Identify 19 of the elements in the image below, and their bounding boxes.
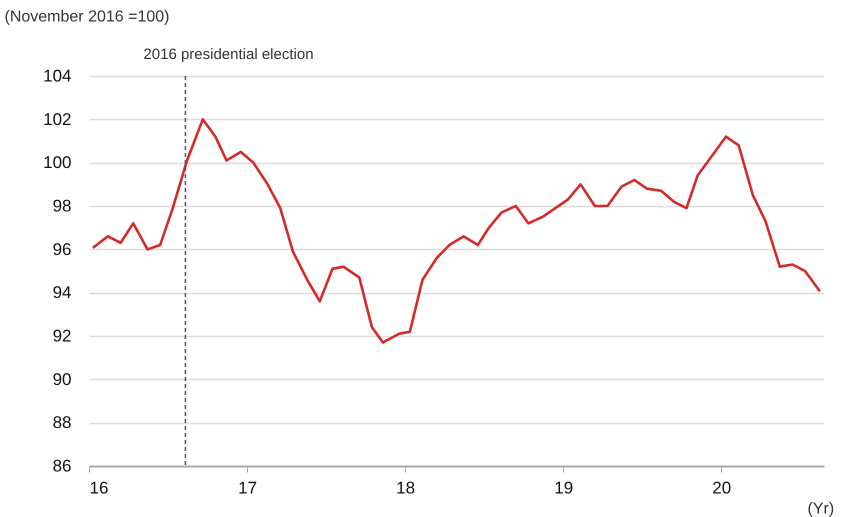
x-tick-label: 19 xyxy=(554,478,574,498)
ref-line-label: 2016 presidential election xyxy=(143,46,314,63)
y-tick-label: 102 xyxy=(43,110,72,129)
y-tick-label: 100 xyxy=(43,153,72,172)
y-tick-label: 94 xyxy=(52,283,72,302)
y-tick-label: 96 xyxy=(52,240,72,259)
x-tick-label: 16 xyxy=(90,478,108,498)
y-tick-label: 98 xyxy=(52,196,72,216)
x-tick-label: 20 xyxy=(712,478,732,498)
x-tick-label: 17 xyxy=(238,478,258,498)
line-series xyxy=(92,118,821,344)
y-tick-label: 92 xyxy=(52,326,72,346)
x-axis-title: (Yr) xyxy=(808,500,834,517)
x-tick-label: 18 xyxy=(396,478,416,498)
y-axis-title: (November 2016 =100) xyxy=(4,8,170,26)
y-tick-label: 104 xyxy=(43,66,72,86)
y-tick-label: 88 xyxy=(52,413,72,432)
y-tick-label: 90 xyxy=(52,370,72,389)
y-tick-label: 86 xyxy=(52,456,72,476)
